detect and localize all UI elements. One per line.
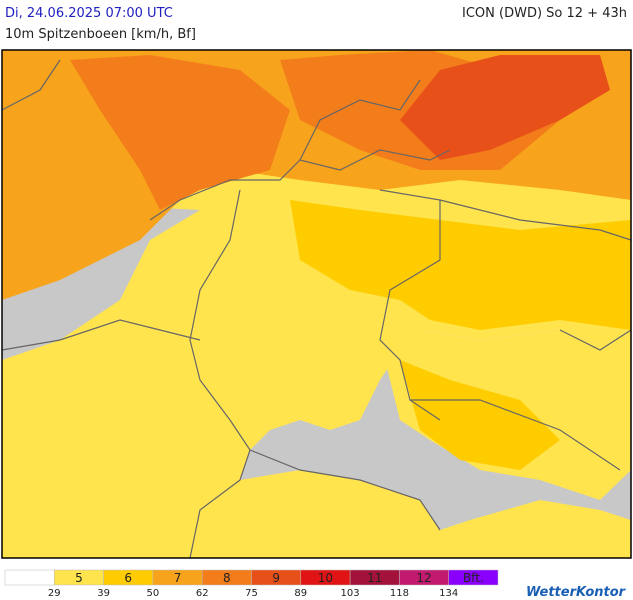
subtitle: 10m Spitzenboeen [km/h, Bf]	[5, 27, 196, 42]
model-run: ICON (DWD) So 12 + 43h	[462, 6, 627, 21]
zone-6	[290, 200, 631, 330]
legend-label: 12	[416, 571, 431, 585]
legend-threshold: 50	[147, 588, 160, 599]
datetime: Di, 24.06.2025 07:00 UTC	[5, 6, 173, 21]
legend-label: 7	[174, 571, 182, 585]
legend-label: 8	[223, 571, 231, 585]
legend-threshold: 118	[390, 588, 409, 599]
legend-threshold: 134	[439, 588, 458, 599]
logo: WetterKontor	[526, 585, 627, 600]
legend-threshold: 75	[245, 588, 258, 599]
legend-label: Bft.	[463, 571, 484, 585]
legend-threshold: 89	[294, 588, 307, 599]
frame	[1, 49, 632, 559]
borders	[1, 59, 632, 559]
legend-threshold: 62	[196, 588, 209, 599]
legend: 5 6 7 8 9 10 11 12 Bft.29 39 50 62 75 89 103 118 134	[4, 569, 499, 599]
legend-swatch	[448, 569, 499, 586]
zone-5	[190, 470, 631, 558]
legend-label: 11	[367, 571, 382, 585]
legend-threshold: 39	[97, 588, 110, 599]
legend-label: 6	[124, 571, 132, 585]
legend-label: 9	[272, 571, 280, 585]
legend-label: 10	[318, 571, 333, 585]
legend-threshold: 29	[48, 588, 61, 599]
zone-8	[70, 55, 290, 210]
legend-swatch	[4, 569, 55, 586]
zone-6	[400, 360, 560, 470]
legend-threshold: 103	[341, 588, 360, 599]
legend-label: 5	[75, 571, 83, 585]
map	[1, 49, 632, 559]
zone-9	[400, 55, 610, 160]
